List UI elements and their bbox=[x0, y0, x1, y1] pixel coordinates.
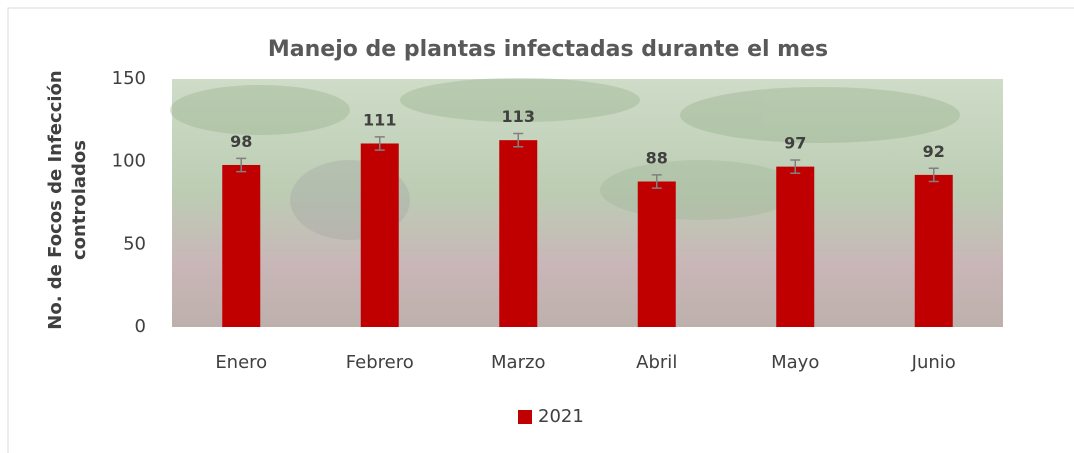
y-tick-label: 50 bbox=[123, 233, 146, 254]
x-tick-label: Junio bbox=[911, 352, 956, 373]
x-tick-label: Febrero bbox=[346, 352, 414, 373]
y-tick-label: 100 bbox=[112, 151, 146, 172]
bar bbox=[499, 140, 537, 327]
data-label: 111 bbox=[363, 110, 396, 129]
data-label: 98 bbox=[230, 132, 252, 151]
x-tick-label: Marzo bbox=[491, 352, 545, 373]
page: Manejo de plantas infectadas durante el … bbox=[0, 0, 1074, 453]
data-label: 97 bbox=[784, 134, 806, 153]
data-label: 113 bbox=[502, 107, 535, 126]
legend-label: 2021 bbox=[538, 406, 584, 427]
bar bbox=[222, 165, 260, 327]
bar bbox=[776, 167, 814, 327]
y-tick-label: 150 bbox=[112, 68, 146, 89]
bar bbox=[638, 182, 676, 327]
y-tick-label: 0 bbox=[135, 316, 146, 337]
data-label: 88 bbox=[646, 148, 668, 167]
chart-title: Manejo de plantas infectadas durante el … bbox=[268, 37, 828, 62]
x-tick-label: Enero bbox=[215, 352, 267, 373]
data-label: 92 bbox=[923, 142, 945, 161]
x-tick-label: Mayo bbox=[771, 352, 819, 373]
bar bbox=[361, 143, 399, 327]
legend-swatch bbox=[518, 410, 532, 424]
x-tick-label: Abril bbox=[636, 352, 677, 373]
bar bbox=[915, 175, 953, 327]
chart: Manejo de plantas infectadas durante el … bbox=[0, 0, 1074, 453]
y-axis-label: No. de Focos de Infección controlados bbox=[44, 60, 92, 340]
